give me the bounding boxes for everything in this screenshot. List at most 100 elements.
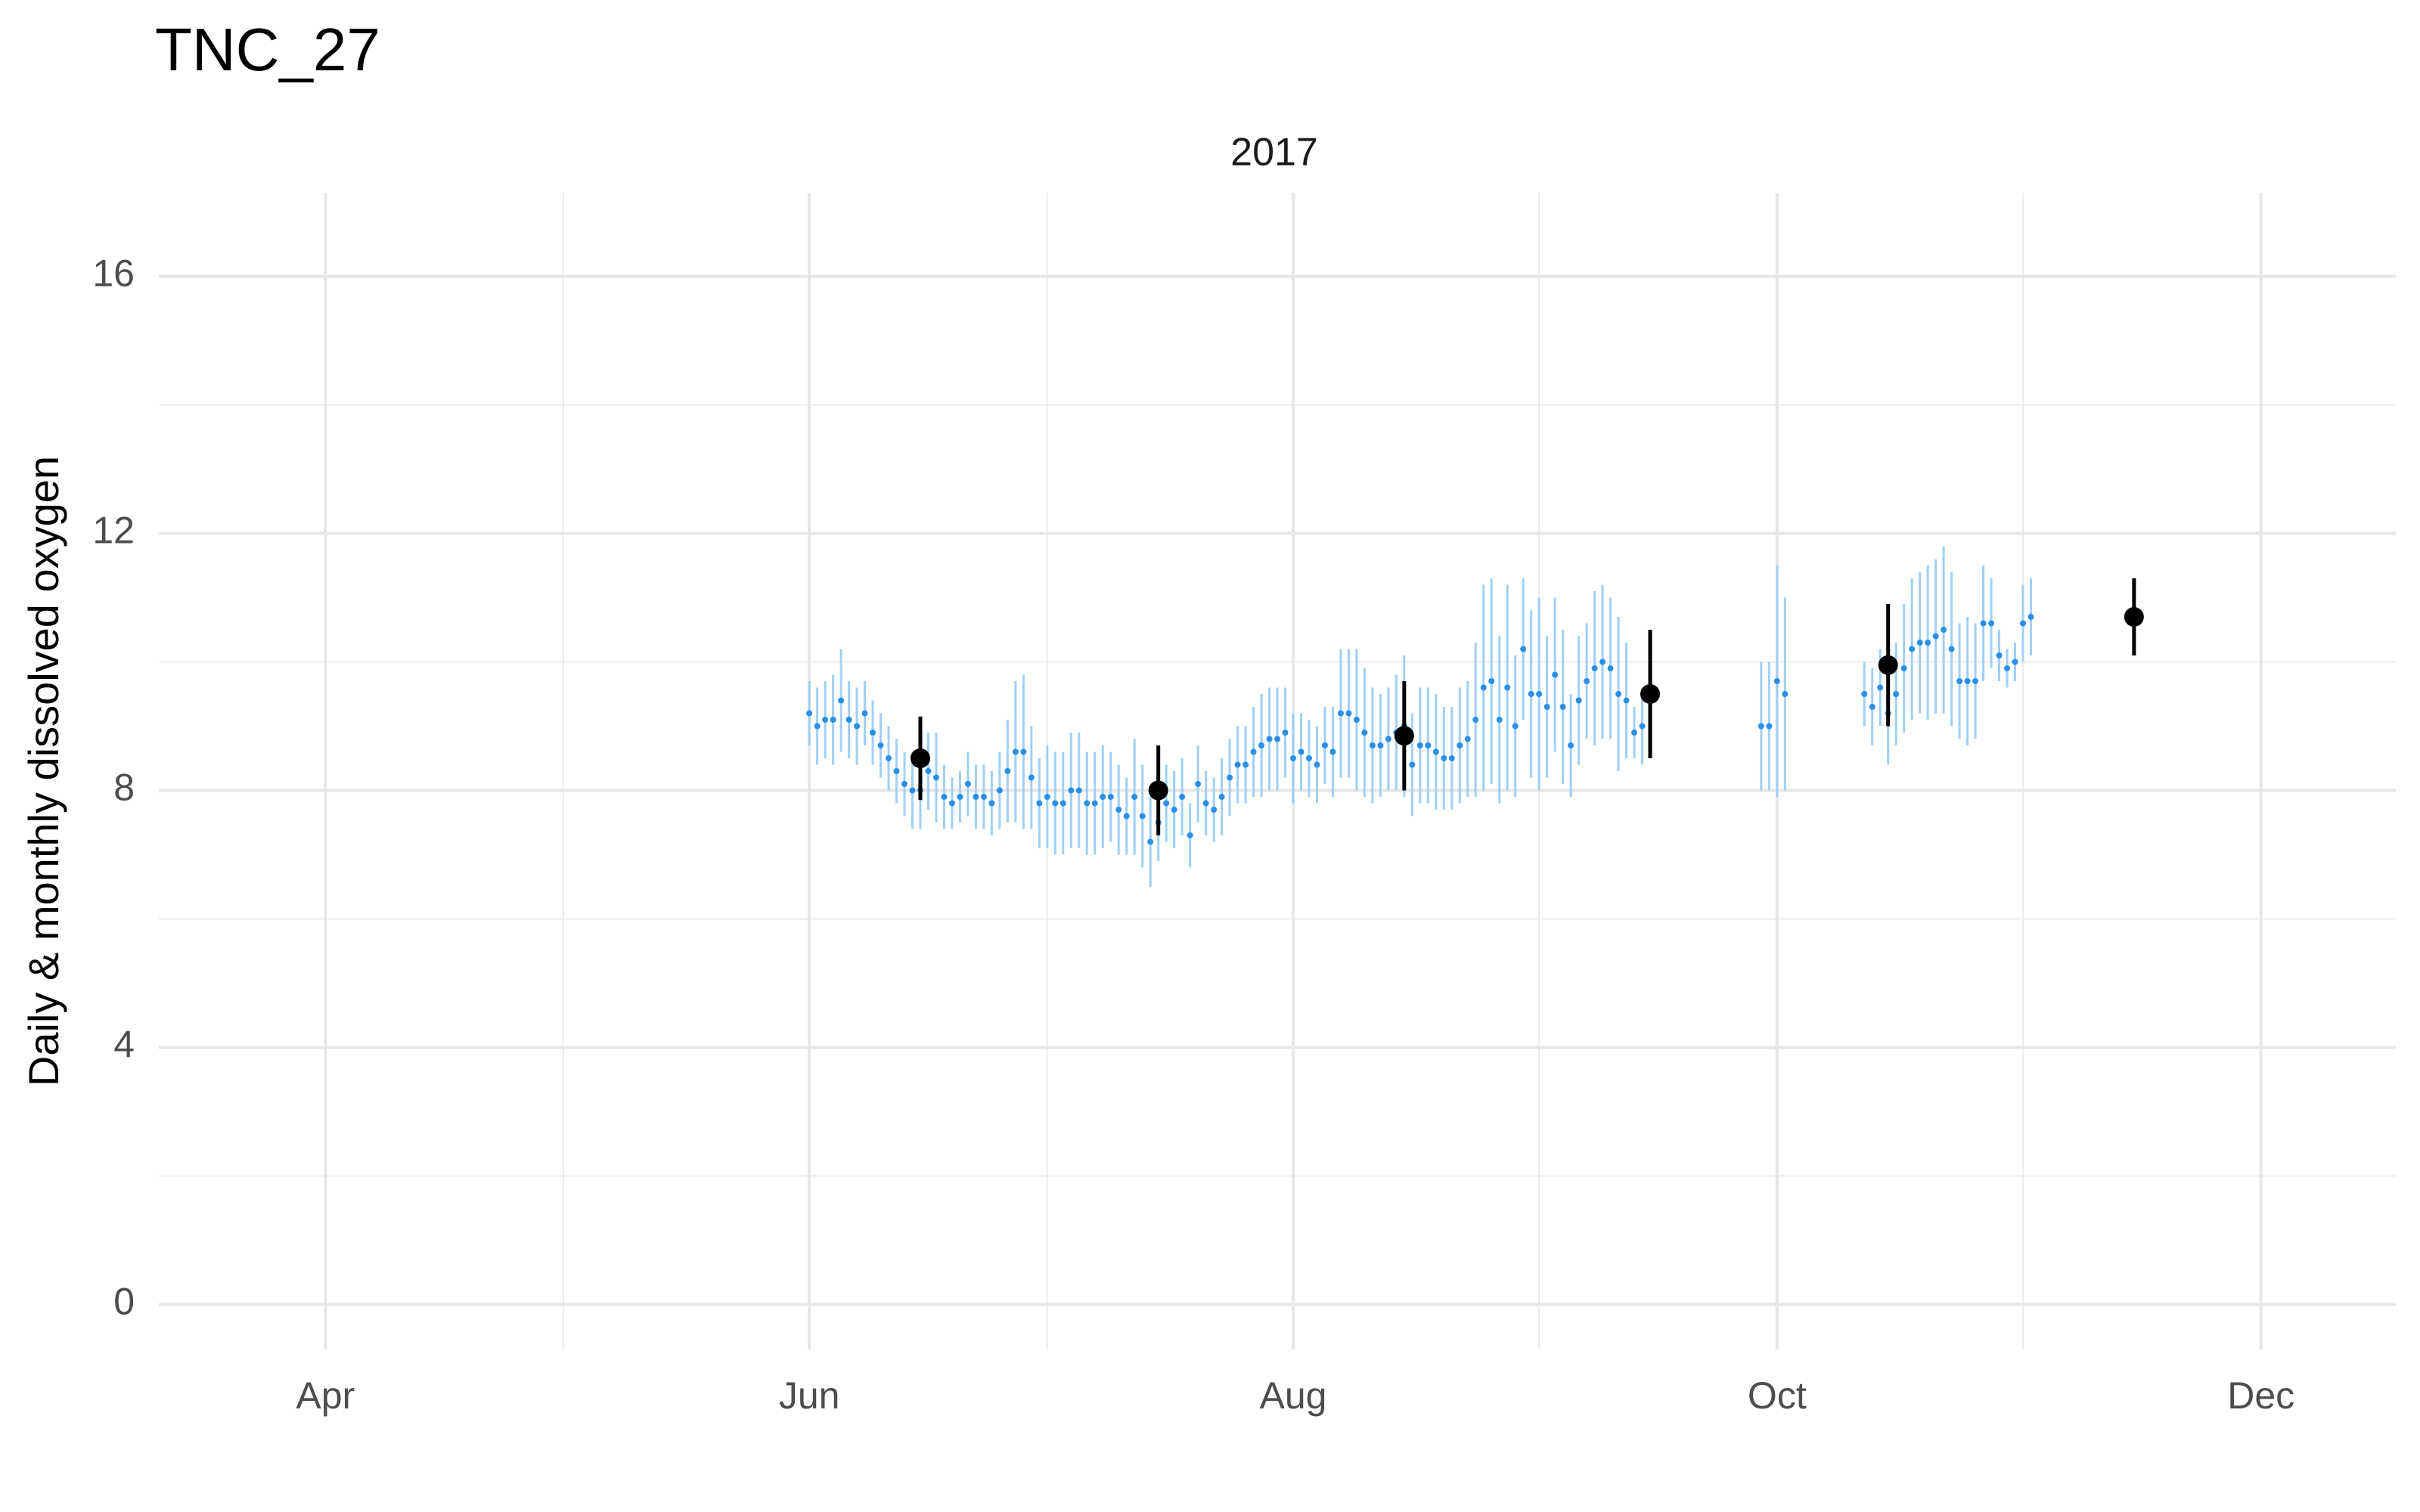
point: [1900, 665, 1907, 671]
point: [1782, 691, 1789, 697]
point: [1520, 646, 1527, 652]
point: [1536, 691, 1543, 697]
point: [1329, 748, 1336, 755]
point: [877, 742, 884, 748]
point: [1243, 761, 1249, 768]
point: [1941, 627, 1947, 633]
point: [909, 787, 916, 794]
point: [1639, 723, 1646, 730]
point: [1044, 794, 1050, 800]
point: [1305, 755, 1312, 761]
y-tick-label: 16: [92, 253, 135, 295]
point: [854, 723, 861, 730]
point: [822, 717, 829, 723]
point: [2012, 658, 2018, 665]
point: [925, 768, 932, 774]
point: [1012, 748, 1019, 755]
point: [2028, 614, 2034, 620]
point: [1321, 742, 1328, 748]
point: [1107, 794, 1114, 800]
point: [1631, 730, 1638, 736]
point: [1773, 678, 1780, 684]
point: [838, 697, 845, 704]
point: [1258, 742, 1265, 748]
y-axis-label: Daily & monthly dissolved oxygen: [20, 456, 67, 1086]
point: [964, 781, 971, 787]
point: [1972, 678, 1979, 684]
point: [2020, 620, 2026, 627]
point: [1758, 723, 1764, 730]
point: [1591, 665, 1598, 671]
point: [1869, 704, 1876, 710]
point: [1948, 646, 1955, 652]
point: [1528, 691, 1534, 697]
point: [1234, 761, 1241, 768]
point: [1100, 794, 1106, 800]
point: [1369, 742, 1376, 748]
x-tick-label: Aug: [1259, 1374, 1326, 1417]
point: [1202, 800, 1209, 807]
point: [1148, 780, 1168, 801]
y-tick-label: 12: [92, 510, 135, 552]
point: [901, 781, 908, 787]
point: [1416, 742, 1423, 748]
point: [1394, 726, 1414, 746]
point: [1409, 761, 1416, 768]
point: [1916, 640, 1923, 646]
point: [957, 794, 963, 800]
point: [1084, 800, 1091, 807]
point: [1878, 655, 1898, 675]
point: [1615, 691, 1622, 697]
point: [1004, 768, 1011, 774]
point: [932, 774, 939, 781]
point: [1448, 755, 1455, 761]
point: [1544, 704, 1550, 710]
point: [1996, 652, 2003, 658]
point: [1568, 742, 1575, 748]
point: [1187, 832, 1193, 838]
point: [1060, 800, 1066, 807]
point: [1282, 730, 1289, 736]
point: [1139, 813, 1146, 820]
point: [1512, 723, 1519, 730]
y-tick-label: 8: [113, 767, 135, 809]
point: [2004, 665, 2011, 671]
point: [1274, 736, 1280, 742]
point: [1337, 710, 1344, 717]
point: [1091, 800, 1098, 807]
point: [1932, 633, 1939, 640]
point: [1432, 748, 1439, 755]
point: [814, 723, 821, 730]
point: [1195, 781, 1202, 787]
point: [1464, 736, 1471, 742]
facet-strip: 2017: [1230, 131, 1318, 175]
point: [980, 794, 987, 800]
point: [1599, 658, 1606, 665]
point: [1211, 807, 1218, 813]
point: [1020, 748, 1027, 755]
point: [1028, 774, 1035, 781]
point: [806, 710, 813, 717]
point: [893, 768, 900, 774]
point: [996, 787, 1003, 794]
point: [1909, 646, 1916, 652]
point: [1115, 807, 1122, 813]
point: [830, 717, 836, 723]
point: [1123, 813, 1130, 820]
point: [1766, 723, 1773, 730]
point: [1361, 730, 1368, 736]
point: [1623, 697, 1630, 704]
y-tick-label: 4: [113, 1024, 135, 1066]
point: [948, 800, 955, 807]
point: [1575, 697, 1582, 704]
point: [1075, 787, 1082, 794]
point: [1250, 748, 1257, 755]
point: [1956, 678, 1963, 684]
point: [1298, 748, 1305, 755]
point: [1266, 736, 1273, 742]
point: [910, 748, 930, 768]
point: [1861, 691, 1868, 697]
point: [1131, 794, 1138, 800]
